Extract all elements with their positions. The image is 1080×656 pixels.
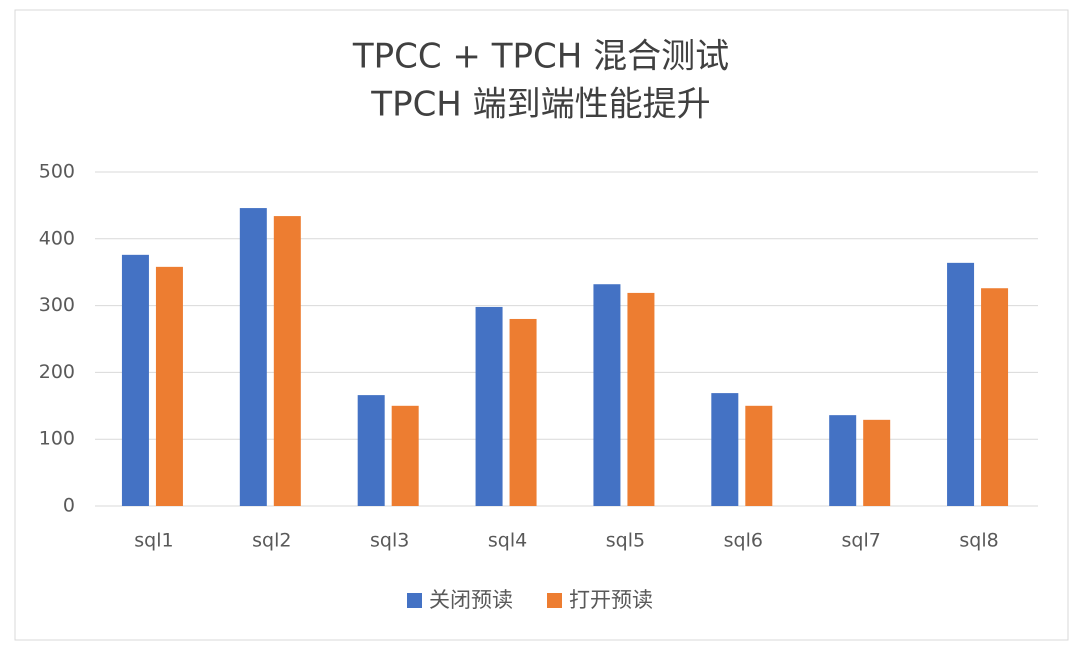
bar — [121, 254, 149, 506]
y-tick-label: 200 — [39, 361, 75, 383]
x-tick-label: sql7 — [842, 530, 881, 552]
legend-swatch — [407, 593, 422, 608]
x-tick-label: sql1 — [134, 530, 173, 552]
y-tick-label: 400 — [39, 227, 75, 249]
bar — [357, 395, 385, 506]
x-tick-label: sql6 — [724, 530, 763, 552]
bar — [239, 208, 267, 506]
x-tick-label: sql8 — [959, 530, 998, 552]
y-tick-label: 0 — [63, 495, 75, 517]
chart-title: TPCH 端到端性能提升 — [370, 85, 710, 125]
y-tick-label: 100 — [39, 428, 75, 450]
bar — [947, 262, 975, 506]
bar — [593, 284, 621, 506]
bar — [981, 288, 1009, 506]
x-tick-label: sql3 — [370, 530, 409, 552]
bar — [155, 266, 183, 506]
chart-frame — [14, 9, 1069, 641]
bar — [475, 306, 503, 506]
bar — [863, 419, 891, 506]
x-tick-label: sql4 — [488, 530, 527, 552]
bar — [829, 415, 857, 506]
bar — [627, 292, 655, 506]
x-tick-label: sql5 — [606, 530, 645, 552]
bar — [391, 405, 419, 506]
legend-label: 打开预读 — [569, 588, 653, 612]
y-tick-label: 300 — [39, 294, 75, 316]
bar — [273, 216, 301, 506]
chart-title: TPCC + TPCH 混合测试 — [352, 37, 729, 77]
y-tick-label: 500 — [39, 161, 75, 183]
x-tick-label: sql2 — [252, 530, 291, 552]
bar — [509, 318, 537, 506]
legend-label: 关闭预读 — [429, 588, 513, 612]
bar — [711, 393, 739, 506]
legend-swatch — [547, 593, 562, 608]
bar — [745, 405, 773, 506]
